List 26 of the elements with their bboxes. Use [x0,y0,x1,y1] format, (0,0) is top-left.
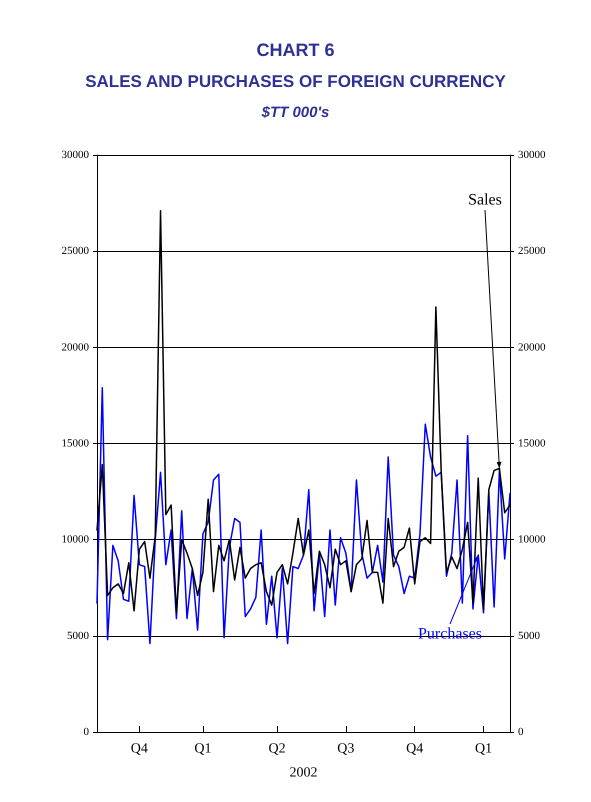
y-tick-label: 30000 [62,149,90,161]
y-tick-label: 20000 [62,341,90,354]
x-axis-title: 2002 [290,766,318,780]
x-tick-label: Q4 [406,742,424,756]
y2-tick-label: 10000 [518,534,546,546]
y2-tick-label: 15000 [518,438,546,450]
y2-tick-label: 5000 [518,630,540,642]
y-tick-label: 10000 [62,534,90,546]
y2-tick-label: 25000 [518,245,546,258]
y2-tick-label: 30000 [518,149,546,161]
y2-tick-label: 20000 [518,341,546,354]
x-tick-label: Q3 [337,742,354,756]
x-tick-label: Q4 [130,742,148,756]
x-tick-label: Q1 [474,742,492,756]
y2-tick-label: 0 [518,726,524,738]
chart-subtitle: SALES AND PURCHASES OF FOREIGN CURRENCY [85,72,506,91]
chart-title: CHART 6 [256,40,335,60]
x-tick-label: Q1 [194,742,212,756]
line-series [96,386,511,644]
x-tick-label: Q2 [268,742,286,756]
y-axis-title: $TT 000's [260,104,330,121]
y-tick-label: 25000 [62,245,90,258]
y-tick-label: 0 [84,726,90,738]
text: Sales [468,192,502,208]
y-tick-label: 5000 [67,630,90,642]
y-tick-label: 15000 [62,438,90,450]
